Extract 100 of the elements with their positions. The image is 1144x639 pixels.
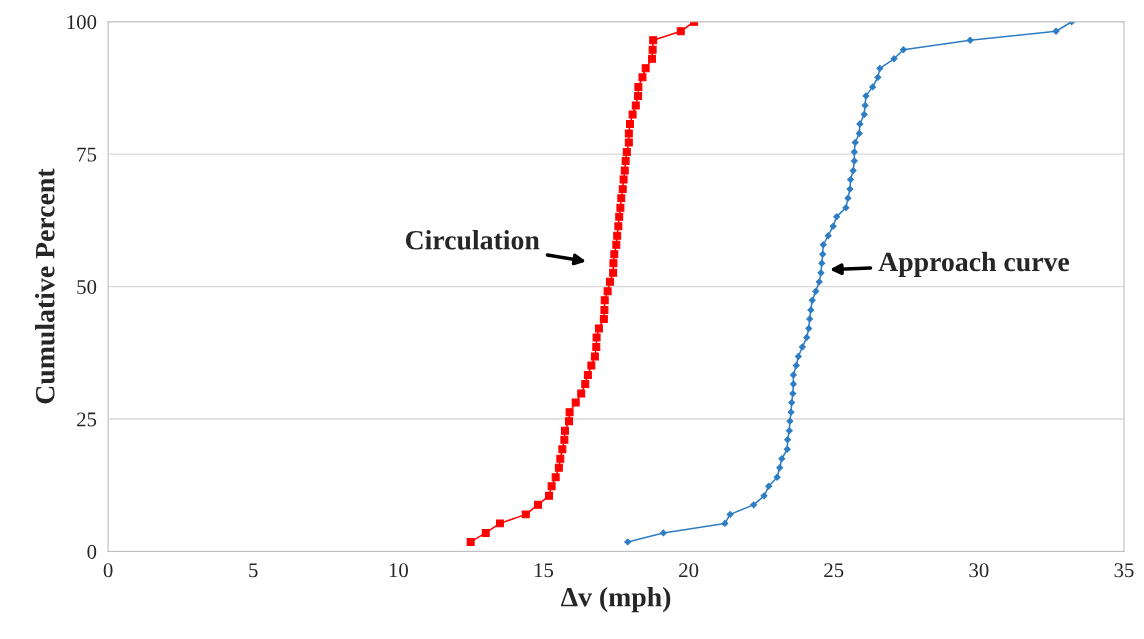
point	[818, 259, 826, 267]
point	[592, 333, 601, 342]
point	[599, 314, 608, 323]
point	[610, 250, 619, 259]
point	[829, 222, 837, 230]
point	[565, 417, 574, 426]
point	[581, 380, 590, 389]
point	[618, 185, 627, 194]
point	[861, 101, 869, 109]
x-tick-label: 25	[824, 563, 844, 578]
point	[587, 361, 596, 370]
point	[760, 492, 768, 500]
point	[609, 259, 618, 268]
point	[609, 268, 618, 277]
point	[786, 417, 794, 425]
annotation: Approach curve	[878, 251, 1070, 277]
point	[789, 390, 797, 398]
point	[842, 204, 850, 212]
point	[750, 501, 758, 509]
x-tick-label: 5	[249, 563, 258, 578]
point	[869, 83, 877, 91]
point	[560, 435, 569, 444]
y-tick-label: 100	[67, 15, 97, 30]
point	[554, 463, 563, 472]
point	[560, 426, 569, 435]
x-tick-label: 30	[969, 563, 989, 578]
point	[794, 353, 802, 360]
x-tick-label: 15	[534, 563, 554, 578]
point	[628, 110, 637, 119]
point	[615, 212, 624, 221]
y-tick-label: 75	[77, 147, 97, 162]
point	[844, 194, 852, 202]
point	[789, 380, 797, 388]
point	[592, 342, 601, 351]
point	[649, 36, 658, 45]
point	[815, 278, 823, 286]
point	[862, 92, 870, 100]
point	[850, 157, 858, 165]
x-tick-label: 20	[679, 563, 699, 578]
point	[847, 176, 855, 184]
point	[773, 473, 781, 481]
point	[616, 203, 625, 212]
point	[849, 167, 857, 175]
point	[860, 110, 868, 118]
point	[721, 519, 729, 527]
y-tick-label: 0	[87, 544, 97, 559]
point	[855, 130, 863, 137]
y-axis-title: Cumulative Percent	[35, 168, 55, 404]
y-tick-label: 50	[77, 279, 97, 295]
point	[803, 333, 811, 341]
point	[600, 305, 609, 314]
point	[817, 269, 825, 277]
point	[812, 287, 820, 295]
point	[613, 231, 622, 240]
point	[605, 277, 614, 286]
point	[590, 352, 599, 361]
point	[620, 166, 629, 175]
point	[833, 213, 841, 221]
point	[808, 296, 816, 304]
point	[603, 287, 612, 296]
point	[676, 27, 685, 36]
point	[622, 148, 631, 157]
point	[856, 120, 864, 128]
point	[819, 250, 827, 258]
point	[726, 510, 734, 518]
point	[545, 491, 553, 500]
point	[659, 529, 667, 537]
point	[565, 408, 574, 417]
point	[789, 371, 797, 379]
point	[624, 538, 632, 546]
point	[583, 371, 592, 380]
y-tick-label: 25	[77, 412, 97, 427]
point	[634, 91, 643, 100]
point	[641, 64, 650, 73]
point	[798, 343, 806, 351]
point	[648, 45, 657, 54]
point	[495, 519, 504, 528]
point	[571, 398, 580, 407]
x-tick-label: 0	[103, 563, 113, 578]
point	[556, 454, 565, 463]
x-tick-label: 10	[389, 563, 408, 578]
point	[631, 101, 640, 110]
point	[600, 296, 609, 305]
point	[824, 232, 832, 240]
point	[638, 73, 647, 82]
point	[577, 389, 586, 398]
point	[851, 139, 859, 146]
point	[785, 427, 793, 435]
x-tick-label: 35	[1114, 563, 1134, 578]
point	[558, 445, 567, 454]
point	[481, 528, 490, 537]
point	[466, 537, 475, 546]
point	[874, 73, 882, 81]
point	[846, 185, 854, 193]
point	[787, 408, 795, 416]
point	[765, 482, 773, 490]
point	[648, 54, 657, 63]
point	[533, 500, 542, 509]
point	[594, 324, 603, 333]
point	[634, 82, 643, 91]
